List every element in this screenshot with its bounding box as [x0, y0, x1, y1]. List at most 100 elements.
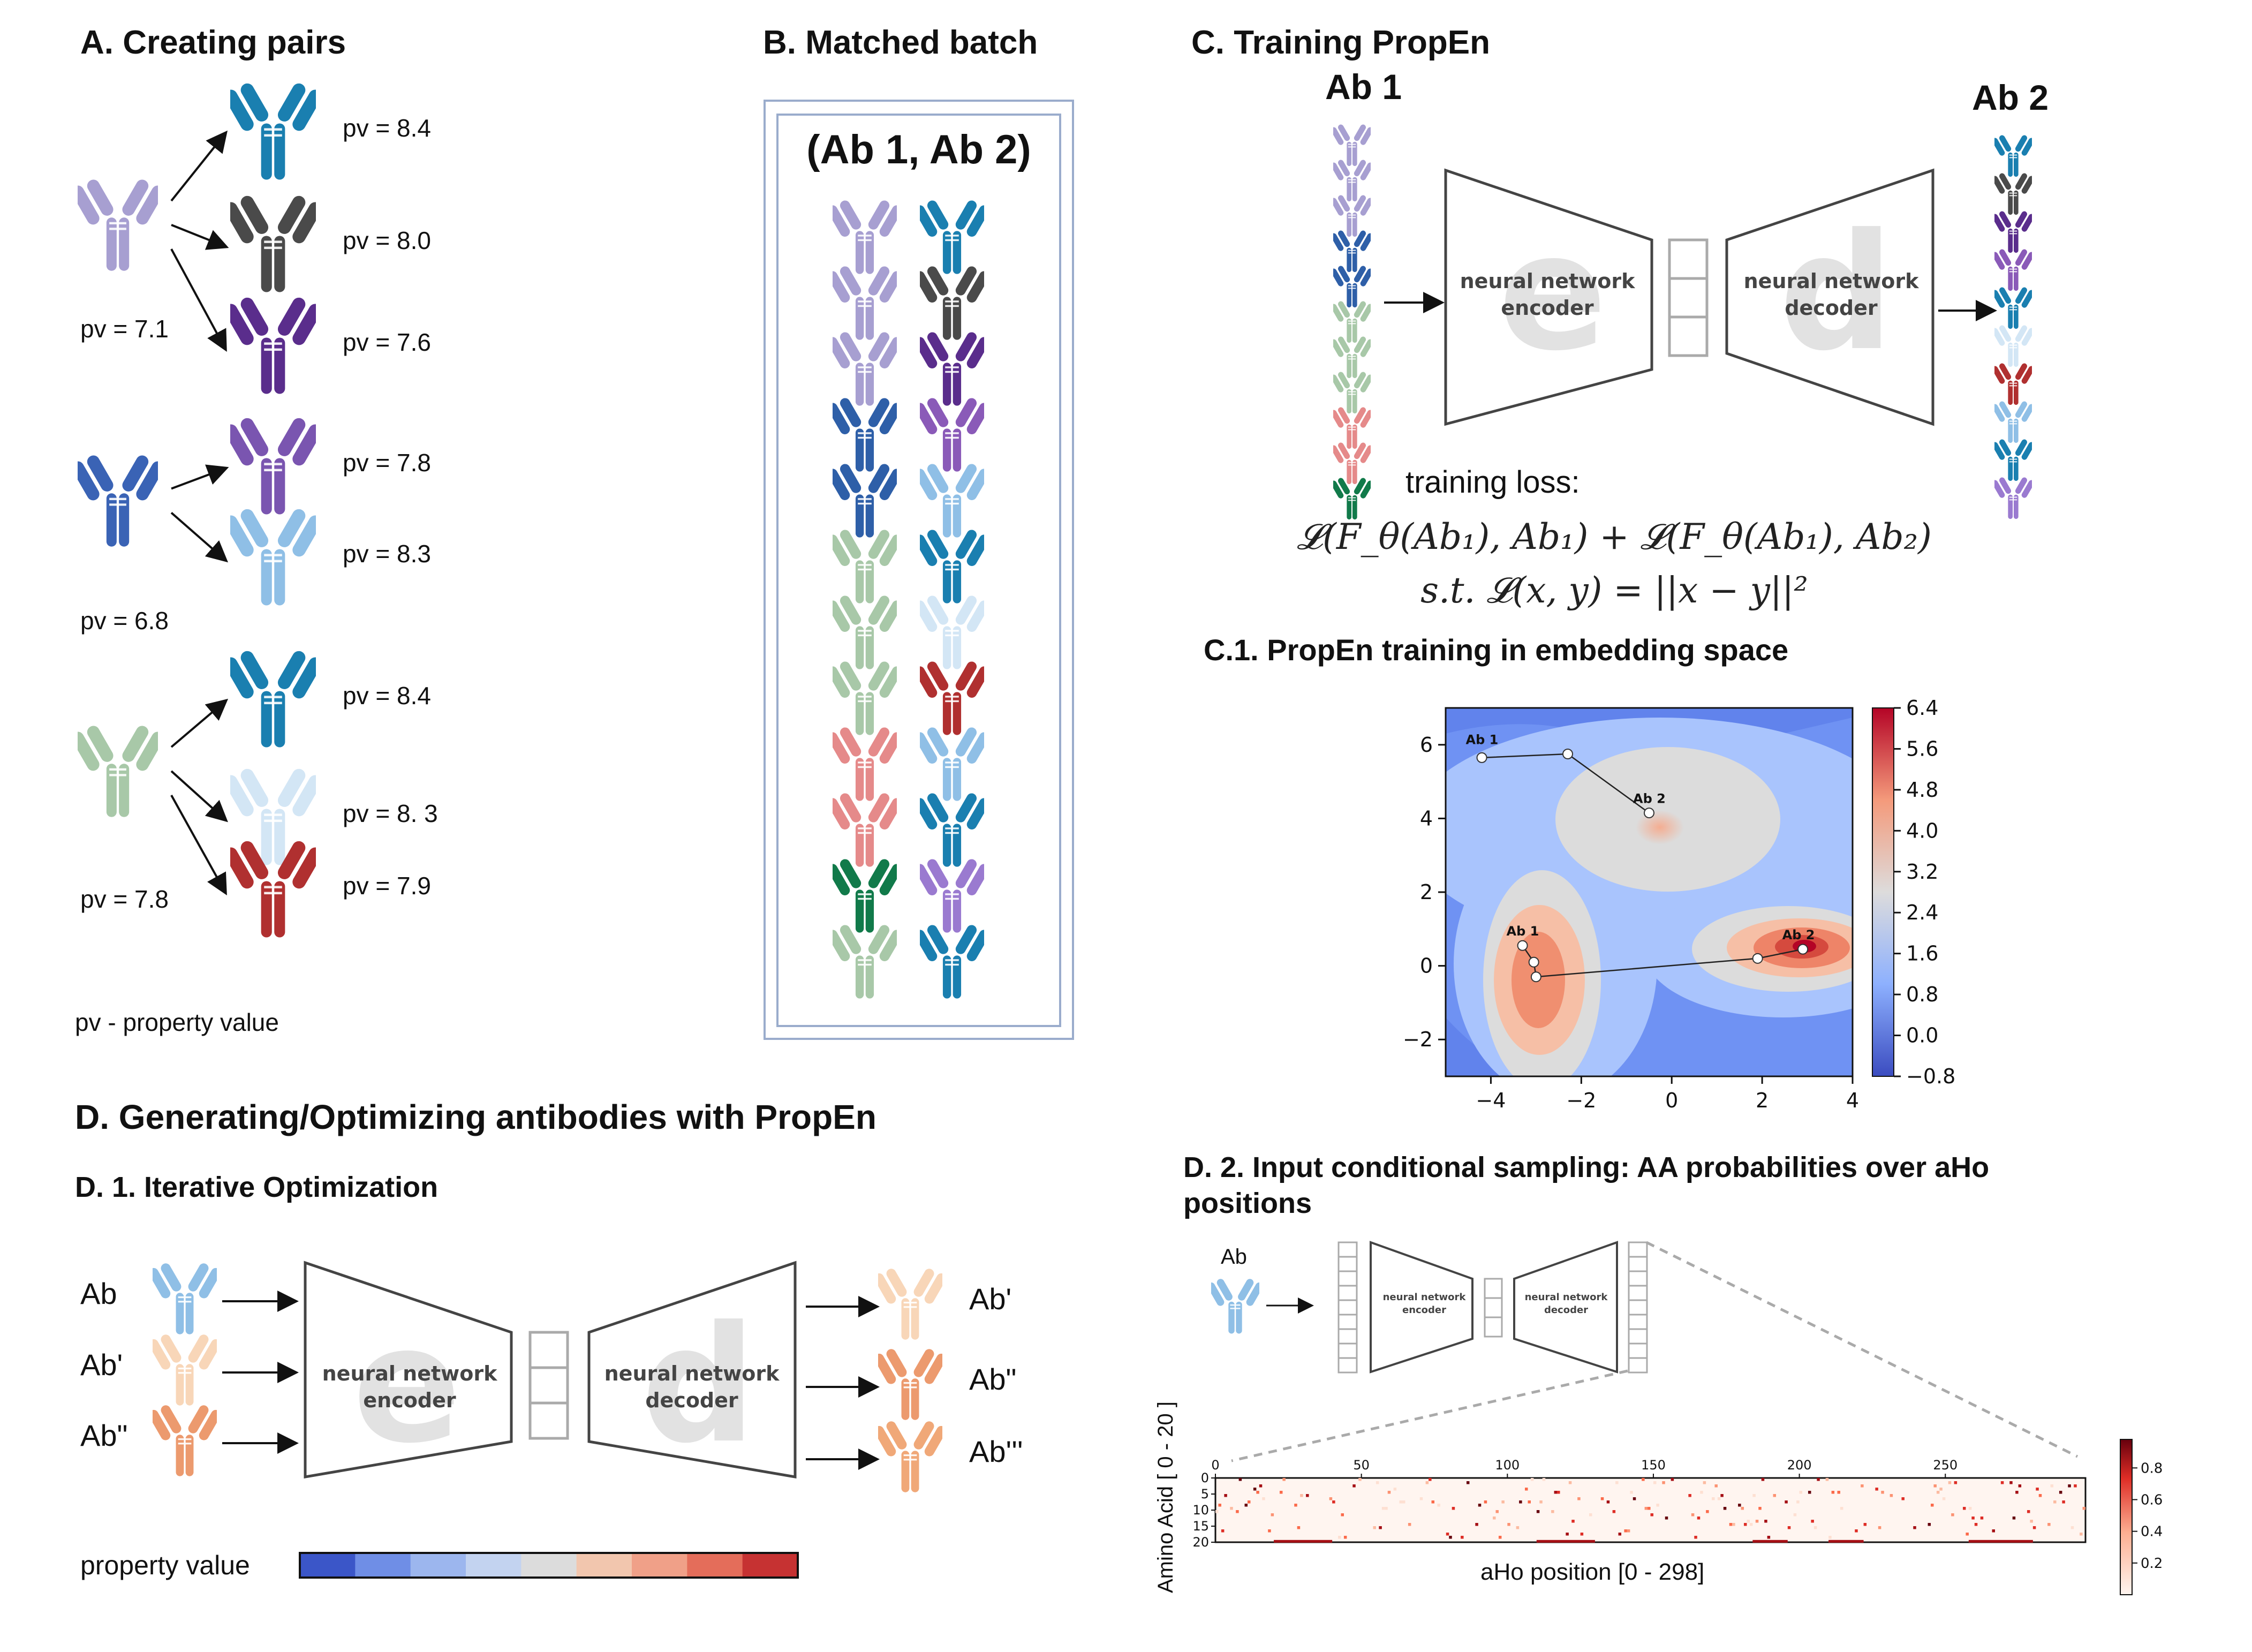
aa-colorbar-ticks: 0.8 0.6 0.4 0.2	[2132, 1460, 2163, 1572]
aho-xlabel: aHo position [0 - 298]	[1480, 1559, 1704, 1585]
d1-encoder-label-line1: neural network	[322, 1362, 497, 1385]
output-stack-antibody-icon	[1994, 248, 2032, 291]
d2-encoder-label-line1: neural network	[1383, 1292, 1467, 1303]
aa-probability-cell	[1501, 1500, 1505, 1504]
d2-input-antibody-icon	[1211, 1277, 1259, 1334]
pair-arrow	[170, 130, 228, 202]
batch-ab1-icon	[833, 528, 897, 604]
aa-probability-cell	[1648, 1507, 1651, 1510]
parent-pv-label: pv = 7.8	[80, 885, 169, 913]
batch-ab1-icon	[833, 199, 897, 274]
panel-c1-title: C.1. PropEn training in embedding space	[1204, 633, 1788, 667]
property-scale-swatch	[355, 1553, 411, 1578]
aa-probability-cell	[1373, 1526, 1376, 1529]
sequence-column-cell	[1628, 1357, 1648, 1374]
aa-probability-cell	[1551, 1510, 1554, 1513]
aa-probability-cell	[1253, 1488, 1257, 1491]
input-stack-antibody-icon	[1333, 229, 1371, 273]
panel-b: B. Matched batch (Ab 1, Ab 2)	[763, 24, 1074, 1040]
aa-probability-cell	[2032, 1526, 2036, 1529]
aa-probability-cell	[1936, 1491, 1940, 1494]
aa-probability-cell	[1461, 1536, 1464, 1539]
batch-ab2-icon	[920, 857, 984, 933]
y-tick-label: 6	[1420, 733, 1433, 757]
batch-ab2-icon	[920, 199, 984, 274]
zoom-guide-bottom	[1231, 1369, 1628, 1462]
batch-ab2-icon	[920, 791, 984, 867]
aa-probability-cell	[1279, 1491, 1283, 1494]
batch-ab2-icon	[920, 528, 984, 604]
aa-probability-cell	[1478, 1504, 1482, 1507]
pair-groups: pv = 7.1 pv = 8.4 pv = 8.0 pv = 7.6 pv = 6.8…	[78, 81, 438, 938]
aa-probability-cell	[1507, 1523, 1510, 1526]
aa-probability-cell	[1642, 1478, 1645, 1481]
decoder-label-line2: decoder	[1785, 296, 1878, 320]
panel-d2-title-line1: D. 2. Input conditional sampling: AA pro…	[1183, 1151, 1989, 1183]
sequence-column-cell	[1628, 1270, 1648, 1287]
child-pv-label: pv = 8.4	[343, 114, 431, 142]
child-pv-label: pv = 8.4	[343, 682, 431, 710]
aa-probability-cell	[1627, 1529, 1630, 1533]
aa-probability-cells	[1215, 1478, 2086, 1543]
d1-output-label: Ab'''	[969, 1435, 1023, 1468]
d2-ab-label: Ab	[1221, 1245, 1247, 1269]
path-point-marker	[1797, 944, 1809, 955]
path-point-marker	[1517, 940, 1528, 951]
gap-row-segment	[1968, 1540, 2033, 1543]
d1-output-antibody-icon	[878, 1266, 942, 1340]
embedding-annotation-label: Ab 2	[1782, 927, 1815, 942]
panel-c1: C.1. PropEn training in embedding space …	[1204, 633, 1955, 1112]
aa-probability-cell	[1796, 1500, 1800, 1504]
child-antibody-icon	[230, 766, 316, 865]
x-tick-label: 0	[1665, 1089, 1678, 1112]
aa-probability-cell	[1297, 1526, 1301, 1529]
aa-probability-cell	[1890, 1494, 1893, 1497]
sequence-column-cell	[1337, 1241, 1358, 1258]
aa-probability-cell	[1259, 1484, 1263, 1488]
aa-probability-cell	[2047, 1523, 2051, 1526]
sequence-column-cell	[1337, 1299, 1358, 1316]
aa-probability-cell	[1568, 1481, 1572, 1484]
aa-probability-cell	[1656, 1504, 1659, 1507]
aa-probability-cell	[1811, 1520, 1814, 1523]
pair-arrow	[170, 511, 229, 563]
parent-antibody-icon	[78, 177, 158, 271]
batch-inner-frame	[776, 114, 1061, 1027]
aa-probability-cell	[2012, 1517, 2016, 1520]
d1-encoder-label-line2: encoder	[363, 1389, 456, 1412]
sequence-column-cell	[1337, 1314, 1358, 1330]
aa-probability-cell	[1951, 1513, 1954, 1517]
panel-d2-title-line2: positions	[1183, 1187, 1312, 1219]
batch-ab2-icon	[920, 594, 984, 669]
aa-probability-cell	[1837, 1491, 1840, 1494]
property-scale-swatch	[521, 1553, 577, 1578]
batch-ab2-icon	[920, 923, 984, 999]
batch-ab1-icon	[833, 265, 897, 340]
aa-probability-cell	[1700, 1491, 1703, 1494]
aa-probability-cell	[1341, 1513, 1344, 1517]
input-stack-antibody-icon	[1333, 300, 1371, 343]
property-scale-swatch	[687, 1553, 743, 1578]
d2-encoder-shape	[1370, 1241, 1473, 1374]
aho-x-tick-label: 50	[1353, 1458, 1370, 1473]
aa-probability-cell	[1878, 1526, 1881, 1529]
child-antibody-icon	[230, 648, 316, 748]
aho-x-tick-label: 150	[1641, 1458, 1666, 1473]
aa-probability-cell	[1247, 1500, 1251, 1504]
aa-probability-cell	[1761, 1478, 1765, 1481]
d1-output-label: Ab"	[969, 1362, 1016, 1396]
sequence-column-cell	[1628, 1241, 1648, 1258]
aa-probability-cell	[2027, 1510, 2030, 1513]
output-stack-antibody-icon	[1994, 286, 2032, 329]
input-stack-antibody-icon	[1333, 123, 1371, 167]
input-stack-antibody-icon	[1333, 265, 1371, 308]
d1-input-label: Ab"	[80, 1419, 127, 1452]
batch-ab1-icon	[833, 330, 897, 406]
encoder-ghost-letter: e	[1498, 199, 1607, 386]
property-scale-frame	[299, 1552, 799, 1579]
colorbar-tick-label: 0.0	[1906, 1024, 1938, 1047]
aa-probability-cell	[1712, 1497, 1715, 1500]
aa-probability-cell	[1624, 1529, 1627, 1533]
